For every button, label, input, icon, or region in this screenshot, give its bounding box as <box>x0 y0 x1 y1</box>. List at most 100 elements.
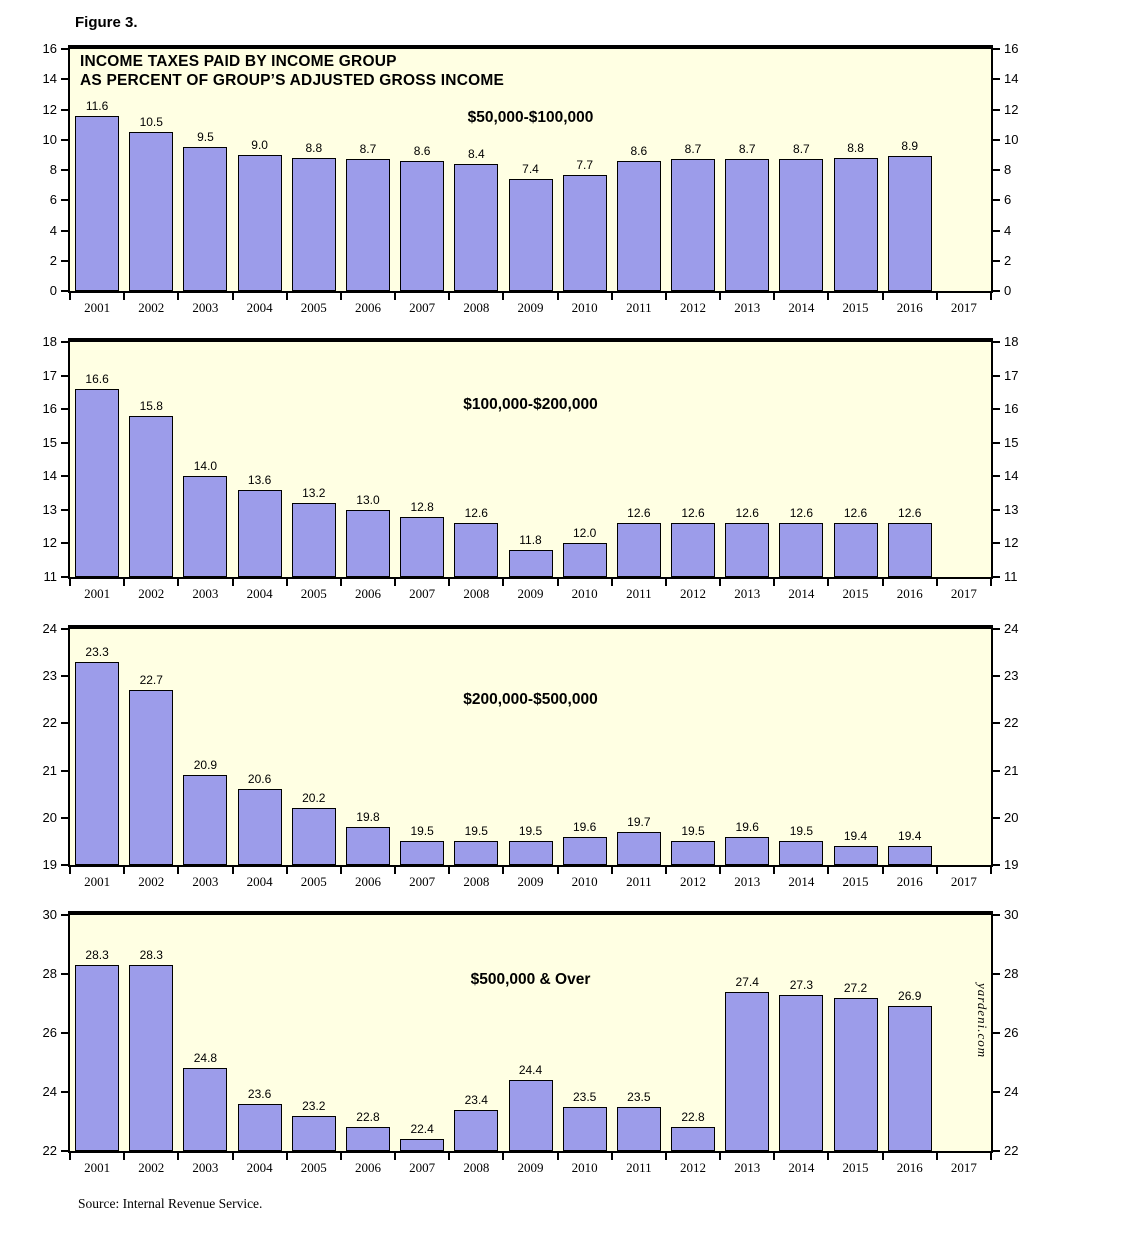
y-axis-label-right: 0 <box>1004 283 1012 298</box>
x-axis-tick <box>610 293 613 300</box>
bar <box>237 154 282 291</box>
bar <box>183 1068 228 1151</box>
bar <box>725 991 770 1151</box>
bar <box>887 1006 932 1151</box>
x-axis-tick <box>610 1153 613 1160</box>
x-axis-year-label: 2010 <box>571 1160 598 1175</box>
x-axis-year-label: 2014 <box>788 1160 815 1175</box>
bar <box>129 415 174 577</box>
x-axis-year-label: 2011 <box>626 874 652 889</box>
y-tick-right <box>993 1091 1000 1093</box>
bar-value-label: 10.5 <box>139 115 163 130</box>
x-axis-year-label: 2016 <box>896 874 923 889</box>
bar-value-label: 12.6 <box>681 506 705 521</box>
y-axis-label-left: 22 <box>42 715 57 731</box>
y-tick-left <box>61 973 68 975</box>
bar <box>237 489 282 577</box>
y-axis-label-right: 19 <box>1004 857 1019 872</box>
x-axis-tick <box>827 1153 830 1160</box>
x-axis-year-label: 2004 <box>246 586 273 601</box>
x-axis-tick <box>556 1153 559 1160</box>
y-tick-right <box>993 48 1000 50</box>
bar-value-label: 12.8 <box>410 499 434 514</box>
x-axis-year-label: 2001 <box>84 874 111 889</box>
x-axis-tick <box>664 293 667 300</box>
x-axis-tick <box>990 579 992 586</box>
bar-value-label: 22.7 <box>139 673 163 688</box>
x-axis-tick <box>556 867 559 874</box>
y-tick-left <box>61 408 68 411</box>
x-axis-tick <box>339 1153 342 1160</box>
x-axis-year-label: 2009 <box>517 586 544 601</box>
bar-value-label: 7.7 <box>576 157 594 172</box>
bar <box>725 523 770 577</box>
x-axis-year-label: 2010 <box>571 874 598 889</box>
y-tick-right <box>993 341 1000 343</box>
x-axis-year-label: 2006 <box>354 586 381 601</box>
y-axis-label-right: 17 <box>1004 367 1019 383</box>
x-axis-year-label: 2008 <box>463 1160 490 1175</box>
y-tick-right <box>993 169 1000 171</box>
y-axis-label-right: 26 <box>1004 1025 1019 1040</box>
y-tick-left <box>61 48 68 50</box>
x-axis-year-label: 2011 <box>626 586 652 601</box>
bar <box>291 808 336 865</box>
x-axis-tick <box>448 867 451 874</box>
y-tick-left <box>61 1091 68 1093</box>
x-axis-tick <box>990 1153 992 1160</box>
y-tick-left <box>61 914 68 916</box>
bar-value-label: 8.7 <box>684 142 702 157</box>
x-axis-tick <box>773 1153 776 1160</box>
y-tick-right <box>993 675 1000 678</box>
y-tick-right <box>993 722 1000 725</box>
y-tick-right <box>993 576 1000 578</box>
x-axis-year-label: 2012 <box>680 300 707 315</box>
x-axis-tick <box>773 579 776 586</box>
bar-value-label: 15.8 <box>139 398 163 413</box>
x-axis-year-label: 2005 <box>300 1160 327 1175</box>
y-axis-label-right: 22 <box>1004 715 1019 731</box>
x-axis-tick <box>827 293 830 300</box>
x-axis-tick <box>394 1153 397 1160</box>
bar-value-label: 8.8 <box>847 140 864 155</box>
bar <box>562 543 607 577</box>
x-axis-tick <box>827 867 830 874</box>
x-axis-year-label: 2001 <box>84 300 111 315</box>
bar <box>508 179 553 291</box>
x-axis-year-label: 2007 <box>409 586 436 601</box>
x-axis-year-label: 2007 <box>409 1160 436 1175</box>
panel-title: $100,000-$200,000 <box>463 396 598 413</box>
y-axis-label-left: 14 <box>42 468 57 484</box>
bar-value-label: 8.9 <box>901 139 919 154</box>
bar <box>454 1109 499 1151</box>
x-axis-year-label: 2001 <box>84 1160 111 1175</box>
x-axis-tick <box>610 867 613 874</box>
bar <box>616 831 661 865</box>
bar <box>291 157 336 291</box>
y-axis-label-left: 4 <box>49 222 57 238</box>
x-axis-year-label: 2015 <box>842 300 869 315</box>
x-axis-tick <box>339 293 342 300</box>
x-axis-tick <box>394 867 397 874</box>
y-axis-label-left: 13 <box>42 501 57 517</box>
y-axis-label-left: 2 <box>49 252 57 268</box>
bar <box>183 147 228 291</box>
bar <box>400 516 445 577</box>
y-axis-label-right: 23 <box>1004 668 1019 684</box>
x-axis-tick <box>773 867 776 874</box>
x-axis-tick <box>664 1153 667 1160</box>
bar <box>75 115 120 291</box>
bar <box>887 156 932 291</box>
bar-value-label: 19.4 <box>898 829 922 844</box>
y-axis-label-left: 6 <box>49 192 57 208</box>
x-axis-year-label: 2004 <box>246 1160 273 1175</box>
figure-label: Figure 3. <box>75 14 138 31</box>
bar-value-label: 12.0 <box>572 526 597 541</box>
bar-value-label: 28.3 <box>139 948 163 963</box>
x-axis-tick <box>664 579 667 586</box>
x-axis-year-label: 2004 <box>246 300 273 315</box>
bar-value-label: 19.5 <box>518 824 543 839</box>
x-axis-tick <box>502 867 505 874</box>
bar <box>779 841 824 865</box>
